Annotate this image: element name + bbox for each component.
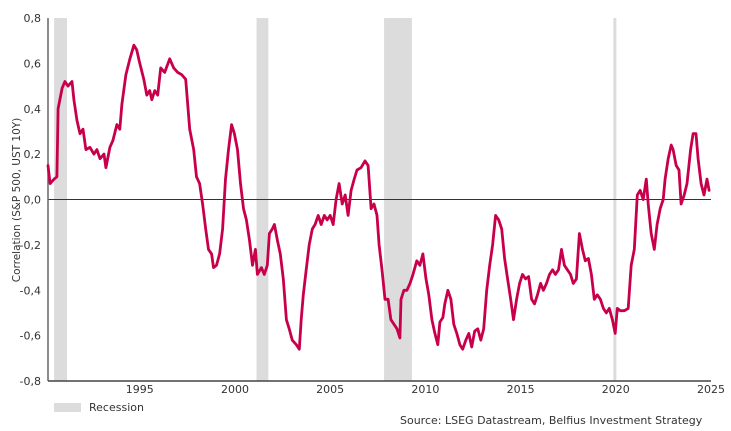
legend: Recession [54,401,144,414]
x-tick-label: 2015 [507,383,535,396]
y-axis-label: Correlation (S&P 500, UST 10Y) [11,118,23,283]
y-tick-labels: -0,8 -0,6 -0,4 -0,2 0,0 0,2 0,4 0,6 0,8 [20,12,41,388]
legend-label-recession: Recession [89,401,144,414]
y-tick-label: -0,8 [20,375,41,388]
x-tick-labels: 1995 2000 2005 2010 2015 2020 2025 [126,383,725,396]
y-tick-label: -0,4 [20,284,41,297]
source-note: Source: LSEG Datastream, Belfius Investm… [400,414,703,427]
y-tick-label: -0,2 [20,239,41,252]
y-tick-label: 0,4 [24,103,42,116]
recession-swatch [54,403,81,412]
x-tick-label: 1995 [126,383,154,396]
x-tick-label: 2000 [221,383,249,396]
y-tick-label: -0,6 [20,330,41,343]
x-tick-label: 2005 [316,383,344,396]
x-tick-label: 2020 [602,383,630,396]
x-tick-label: 2010 [411,383,439,396]
y-tick-label: 0,8 [24,12,42,25]
x-tick-label: 2025 [697,383,725,396]
correlation-series-line [46,43,711,351]
y-tick-label: 0,2 [24,148,42,161]
y-tick-label: 0,0 [24,194,42,207]
y-tick-label: 0,6 [24,57,42,70]
